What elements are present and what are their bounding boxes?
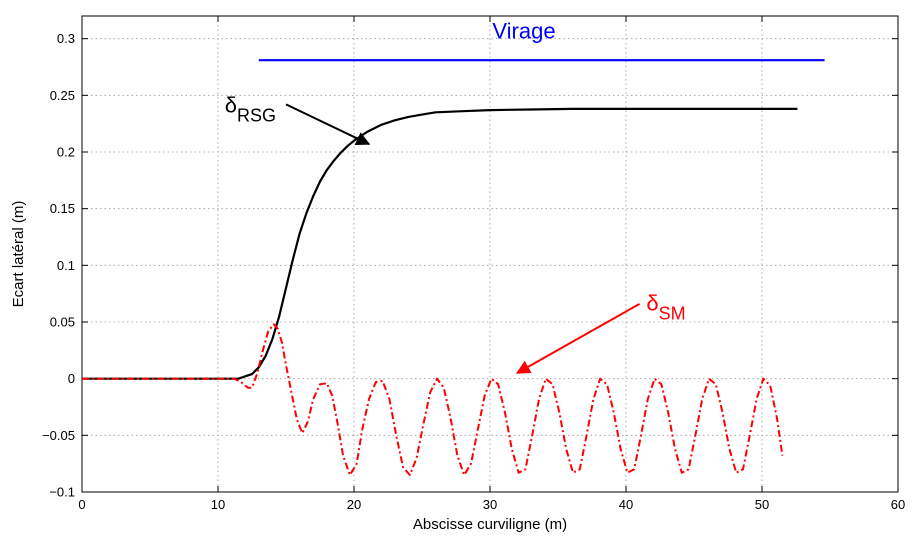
axis-ticks: 0 10 20 30 40 50 60 −0.1 −0.05 0 0.05 0.1 0.15 0.2 0.2… <box>42 16 905 512</box>
x-tick-label: 20 <box>347 497 361 512</box>
x-tick-label: 50 <box>755 497 769 512</box>
y-tick-label: 0.2 <box>57 145 75 160</box>
annotation-sm: δSM <box>646 291 685 324</box>
annotation-rsg: δRSG <box>225 92 276 125</box>
annotation-subscript: RSG <box>237 105 276 125</box>
y-tick-label: 0.15 <box>50 201 75 216</box>
x-tick-label: 0 <box>78 497 85 512</box>
annotation-arrow <box>285 103 371 145</box>
y-tick-label: −0.1 <box>49 485 75 500</box>
annotation-subscript: SM <box>659 304 686 324</box>
series-layer <box>82 59 825 476</box>
x-axis-label: Abscisse curviligne (m) <box>413 516 567 533</box>
grid-lines <box>82 16 898 492</box>
y-tick-label: 0 <box>68 371 75 386</box>
y-tick-label: 0.05 <box>50 315 75 330</box>
annotation-text: δ <box>225 92 237 117</box>
x-tick-label: 60 <box>891 497 905 512</box>
annotation-text: δ <box>646 291 658 316</box>
series-line <box>82 107 798 380</box>
y-tick-label: 0.3 <box>57 31 75 46</box>
annotation-virage: Virage <box>492 19 555 44</box>
x-tick-label: 40 <box>619 497 633 512</box>
annotation-arrow <box>515 302 641 374</box>
x-tick-label: 30 <box>483 497 497 512</box>
y-axis-label: Ecart latéral (m) <box>10 201 27 308</box>
annotation-text: Virage <box>492 19 555 44</box>
x-tick-label: 10 <box>211 497 225 512</box>
y-tick-label: −0.05 <box>42 428 75 443</box>
y-tick-label: 0.25 <box>50 88 75 103</box>
y-tick-label: 0.1 <box>57 258 75 273</box>
